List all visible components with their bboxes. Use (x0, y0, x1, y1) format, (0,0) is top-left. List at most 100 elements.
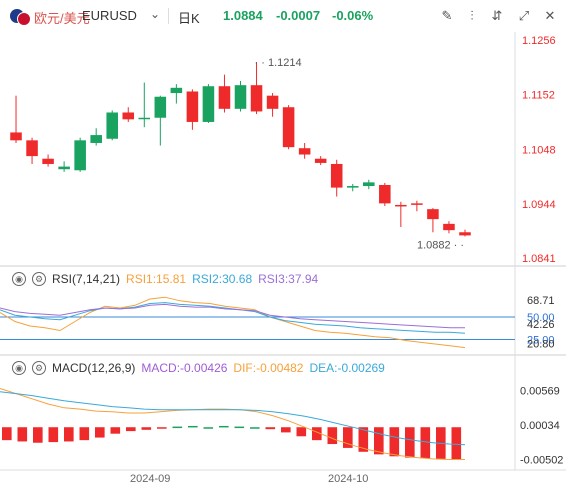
macd-histogram-bar (389, 427, 400, 457)
macd-histogram-bar (420, 427, 431, 459)
macd-label: MACD(12,26,9) (52, 361, 136, 375)
macd-histogram-bar (343, 427, 353, 448)
rsi-legend: ◉ ⚙ RSI(7,14,21) RSI1:15.81 RSI2:30.68 R… (12, 272, 318, 286)
rsi2-value: RSI2:30.68 (192, 272, 253, 286)
candle-body (106, 112, 118, 139)
price-tick-label: 1.0841 (522, 253, 556, 265)
macd-value: MACD:-0.00426 (141, 361, 228, 375)
macd-tick-label: -0.00502 (520, 455, 563, 467)
last-price: 1.0884 (223, 8, 263, 23)
macd-histogram-bar (281, 427, 291, 433)
macd-histogram-bar (157, 427, 167, 429)
candle-body (459, 232, 471, 236)
candle-body (202, 86, 215, 122)
macd-tick-label: 0.00034 (520, 420, 560, 432)
macd-histogram-bar (374, 427, 384, 455)
macd-histogram-bar (110, 427, 121, 434)
us-flag-icon (17, 12, 31, 26)
rsi-label: RSI(7,14,21) (52, 272, 121, 286)
symbol-code[interactable]: EURUSD (82, 8, 137, 23)
macd-dea-line (0, 391, 466, 446)
compare-icon[interactable]: ⇵ (491, 8, 503, 23)
time-axis-label: 2024-09 (130, 473, 170, 485)
macd-tick-label: 0.00569 (520, 385, 560, 397)
candle-body (379, 184, 391, 204)
chevron-down-icon[interactable]: ⌄ (150, 7, 161, 21)
macd-histogram-bar (95, 427, 105, 438)
candle-body (282, 107, 295, 148)
rsi3-value: RSI3:37.94 (258, 272, 319, 286)
candle-body (411, 203, 423, 205)
low-annotation: 1.0882 · · (417, 239, 464, 251)
macd-histogram-bar (327, 427, 338, 445)
macd-histogram-bar (358, 427, 369, 452)
macd-histogram-bar (265, 427, 276, 430)
macd-histogram-bar (312, 427, 322, 441)
macd-histogram-bar (188, 425, 198, 428)
price-tick-label: 1.1152 (522, 90, 555, 102)
price-tick-label: 1.0944 (522, 199, 556, 211)
settings-icon[interactable]: ⚙ (32, 272, 46, 286)
time-axis-label: 2024-10 (328, 473, 368, 485)
macd-histogram-bar (48, 427, 59, 443)
candle-body (298, 148, 311, 155)
candle-body (186, 91, 199, 122)
candle-body (10, 132, 22, 141)
fullscreen-icon[interactable]: ⤢ (518, 8, 530, 23)
high-annotation: · · 1.1214 (255, 57, 302, 69)
timeframe-selector[interactable]: 日K (178, 11, 200, 26)
macd-histogram-bar (141, 427, 152, 430)
macd-histogram-bar (33, 427, 43, 443)
price-tick-label: 1.1256 (522, 35, 556, 47)
candle-body (42, 158, 54, 164)
macd-histogram-bar (234, 426, 245, 429)
dif-value: DIF:-0.00482 (233, 361, 304, 375)
macd-histogram-bar (64, 427, 74, 442)
macd-histogram-bar (17, 427, 28, 442)
candle-body (154, 96, 167, 118)
macd-histogram-bar (172, 426, 183, 429)
rsi-tick-label: 20.80 (527, 338, 555, 350)
candle-body (170, 87, 183, 94)
candle-body (122, 112, 135, 120)
candle-body (138, 117, 151, 120)
settings-icon[interactable]: ⚙ (32, 361, 46, 375)
close-icon[interactable]: ✕ (544, 8, 556, 23)
rsi-tick-label: 50.00 (527, 312, 555, 324)
macd-histogram-bar (126, 427, 136, 432)
candle-body (346, 186, 359, 188)
candle-body (395, 204, 407, 207)
candle-body (363, 182, 375, 187)
candle-body (266, 95, 279, 109)
eye-icon[interactable]: ◉ (12, 272, 26, 286)
candle-body (314, 158, 327, 163)
candle-body (74, 140, 86, 171)
candle-body (26, 140, 38, 157)
rsi-line-1 (0, 296, 466, 349)
candle-body (330, 163, 343, 188)
eye-icon[interactable]: ◉ (12, 361, 26, 375)
candle-body (234, 85, 247, 109)
chart-header: 欧元/美元 EURUSD ⌄ 日K 1.0884 -0.0007 -0.06% … (0, 0, 566, 32)
macd-histogram-bar (451, 427, 462, 460)
macd-histogram-bar (219, 425, 229, 428)
candle-body (250, 85, 263, 112)
divider (168, 8, 169, 24)
candle-settings-icon[interactable]: ⫶ (470, 8, 474, 23)
line-tool-icon[interactable]: ✎ (441, 8, 453, 23)
candle-body (443, 223, 455, 231)
symbol-name[interactable]: 欧元/美元 (34, 11, 90, 26)
rsi-line-3 (0, 303, 465, 329)
candle-body (427, 209, 439, 220)
macd-histogram-bar (250, 427, 260, 429)
rsi-tick-label: 68.71 (527, 295, 555, 307)
rsi1-value: RSI1:15.81 (126, 272, 187, 286)
price-change: -0.0007 (276, 8, 321, 23)
price-tick-label: 1.1048 (522, 144, 556, 156)
macd-histogram-bar (79, 427, 90, 441)
price-change-pct: -0.06% (332, 8, 374, 23)
candle-body (218, 86, 231, 109)
dea-value: DEA:-0.00269 (309, 361, 385, 375)
macd-histogram-bar (296, 427, 307, 437)
